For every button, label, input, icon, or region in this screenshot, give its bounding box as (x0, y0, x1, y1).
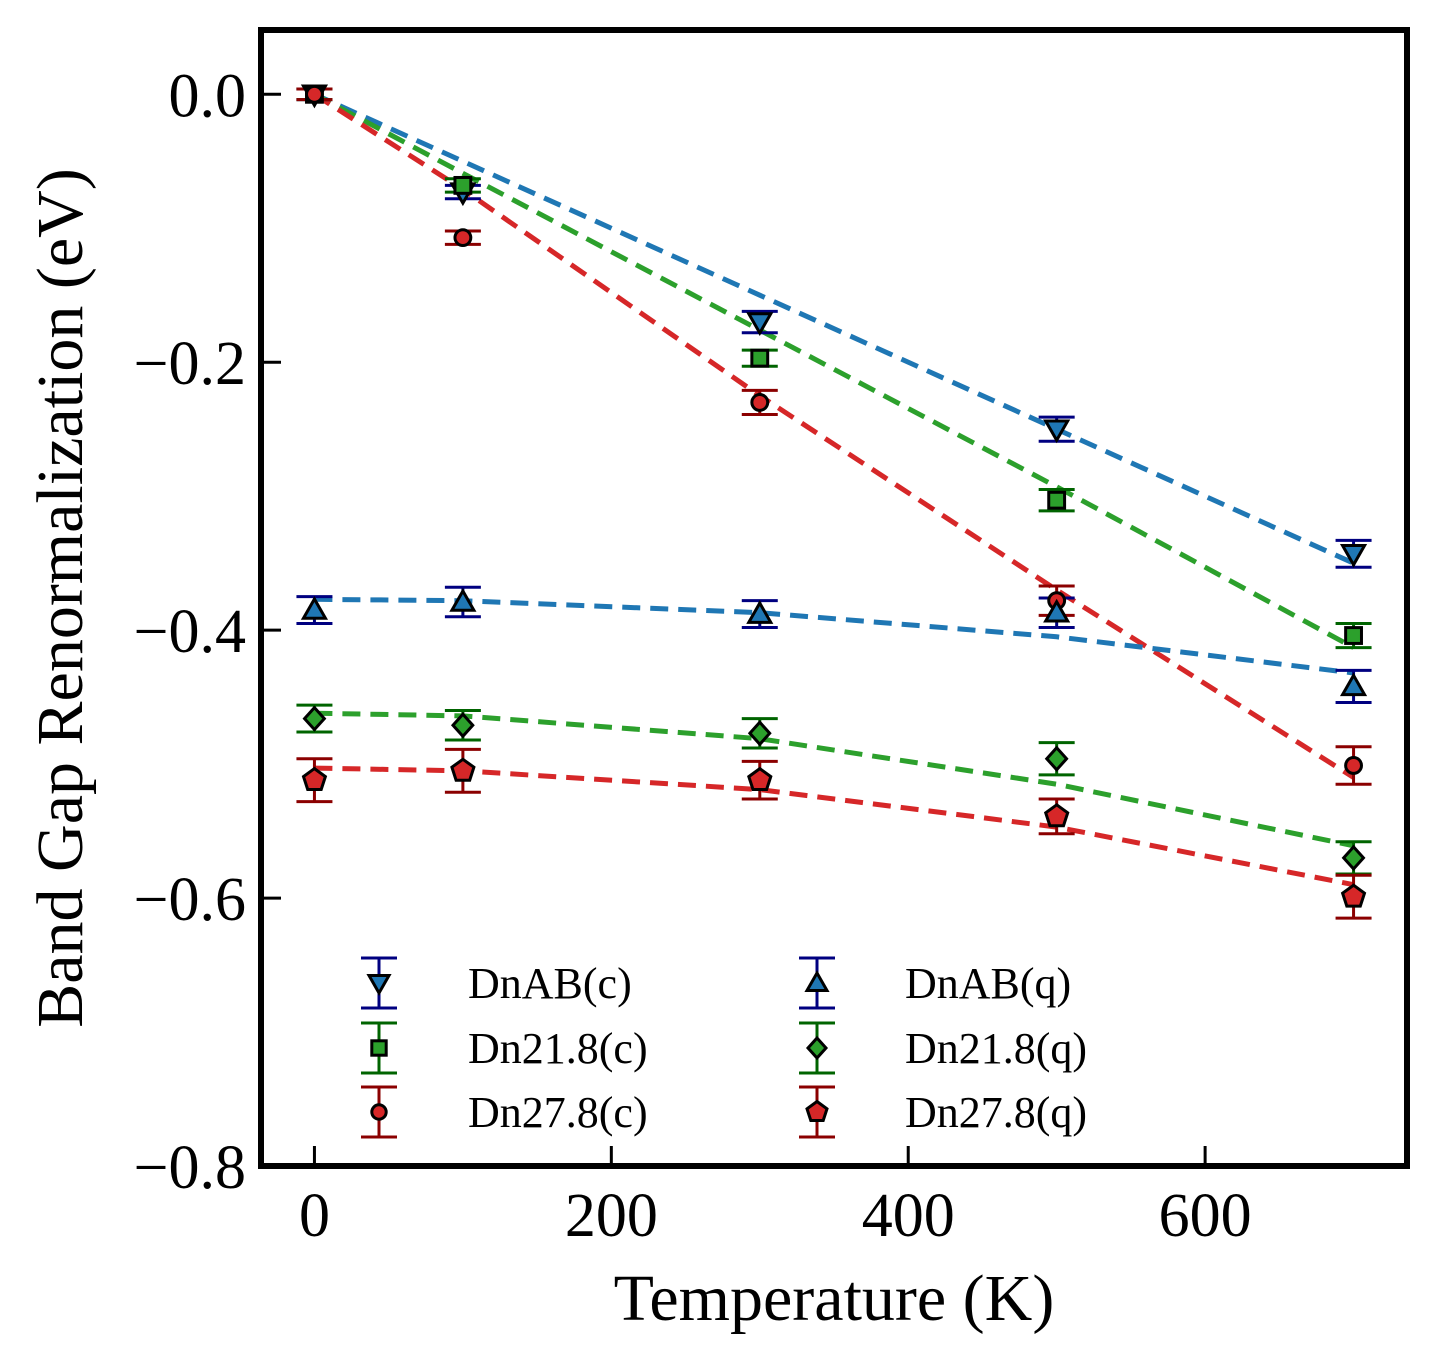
legend: DnAB(c) Dn21.8(c) Dn27.8(c) DnAB(q) Dn21.8(q… (361, 956, 1087, 1139)
marker-5-3 (1043, 802, 1070, 828)
x-tick-label-3: 600 (1159, 1182, 1252, 1250)
ticks-layer: 0 200 400 600 0.0 −0.2 −0.4 −0.6 −0.8 (134, 62, 1252, 1250)
plot-frame (258, 27, 1410, 1169)
y-axis-label: Band Gap Renormalization (eV) (24, 168, 97, 1028)
marker-2-2 (750, 392, 770, 412)
legend-label-5: Dn27.8(q) (905, 1088, 1087, 1137)
x-tick-label-2: 400 (862, 1182, 955, 1250)
marker-2-0 (305, 84, 324, 104)
legend-label-4: Dn21.8(q) (905, 1024, 1087, 1073)
legend-marker-5 (805, 1099, 829, 1122)
fit-line-0 (313, 92, 1355, 566)
marker-3-3 (1043, 598, 1071, 623)
marker-4-2 (747, 720, 772, 747)
marker-3-0 (300, 596, 329, 620)
marker-0-2 (746, 312, 774, 337)
marker-4-0 (302, 705, 327, 732)
y-tick-label-3: −0.6 (134, 866, 246, 934)
fit-lines-layer (313, 92, 1355, 888)
legend-marker-1 (370, 1039, 388, 1057)
marker-5-2 (747, 766, 773, 791)
marker-1-4 (1344, 626, 1363, 645)
marker-4-3 (1044, 745, 1069, 772)
legend-label-2: Dn27.8(c) (468, 1088, 648, 1137)
legend-entry-0: DnAB(c) (361, 956, 632, 1010)
legend-marker-0 (366, 974, 392, 997)
marker-1-3 (1047, 490, 1067, 510)
marker-2-4 (1344, 756, 1363, 775)
marker-5-4 (1340, 883, 1367, 908)
marker-5-1 (450, 757, 476, 782)
x-tick-label-1: 200 (565, 1182, 658, 1250)
y-tick-label-4: −0.8 (134, 1134, 246, 1202)
fit-line-2 (313, 92, 1355, 780)
markers-layer (300, 84, 1368, 908)
y-tick-label-1: −0.2 (134, 330, 246, 398)
legend-label-1: Dn21.8(c) (468, 1024, 648, 1073)
error-bars-layer (296, 87, 1372, 920)
marker-1-2 (750, 348, 770, 368)
fit-line-1 (313, 92, 1355, 650)
legend-marker-2 (370, 1103, 388, 1121)
legend-label-3: DnAB(q) (905, 959, 1071, 1008)
marker-4-4 (1341, 844, 1366, 872)
marker-3-4 (1339, 672, 1368, 697)
marker-1-1 (453, 175, 473, 195)
legend-entry-2: Dn27.8(c) (361, 1085, 648, 1139)
legend-label-0: DnAB(c) (468, 959, 632, 1008)
y-tick-label-2: −0.4 (134, 598, 246, 666)
legend-marker-4 (805, 1035, 829, 1061)
legend-entry-3: DnAB(q) (799, 956, 1071, 1010)
y-tick-label-0: 0.0 (169, 62, 247, 130)
x-tick-label-0: 0 (299, 1182, 330, 1250)
marker-3-1 (449, 587, 477, 612)
marker-0-4 (1339, 544, 1368, 568)
fit-line-4 (314, 710, 1355, 849)
x-axis-label: Temperature (K) (614, 1262, 1055, 1335)
marker-5-0 (301, 766, 328, 791)
legend-entry-1: Dn21.8(c) (361, 1021, 648, 1075)
marker-4-1 (450, 712, 475, 739)
fit-line-3 (314, 596, 1354, 676)
legend-entry-4: Dn21.8(q) (799, 1021, 1087, 1075)
marker-2-1 (453, 228, 473, 248)
legend-marker-3 (804, 969, 830, 992)
fit-line-5 (314, 765, 1355, 888)
marker-0-3 (1043, 419, 1071, 444)
legend-entry-5: Dn27.8(q) (799, 1085, 1087, 1139)
marker-3-2 (746, 600, 774, 624)
